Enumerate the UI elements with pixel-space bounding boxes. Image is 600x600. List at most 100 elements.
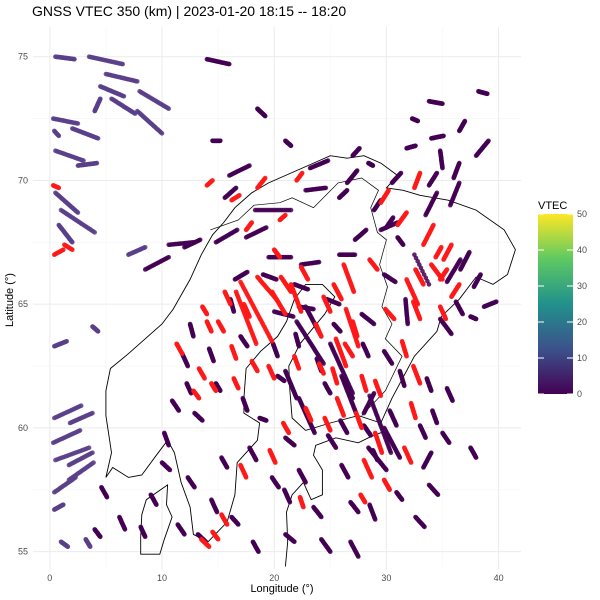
- vtec-point: [394, 423, 399, 428]
- vtec-point: [91, 460, 96, 465]
- vtec-highlight-point: [387, 487, 393, 493]
- vtec-highlight-point: [404, 353, 409, 359]
- vtec-highlight-point: [350, 353, 356, 359]
- vtec-point: [211, 358, 216, 364]
- vtec-point: [167, 467, 173, 473]
- vtec-point: [400, 242, 406, 248]
- vtec-point: [166, 254, 171, 260]
- vtec-point: [319, 514, 324, 520]
- vtec-point: [384, 467, 389, 473]
- vtec-highlight-point: [431, 222, 436, 228]
- vtec-highlight-point: [269, 339, 275, 344]
- vtec-point: [245, 344, 250, 349]
- vtec-highlight-point: [319, 334, 324, 339]
- vtec-point: [253, 457, 259, 463]
- vtec-highlight-point: [196, 395, 202, 401]
- vtec-point: [305, 287, 311, 292]
- vtec-point: [92, 230, 97, 235]
- vtec-point: [462, 118, 468, 124]
- vtec-point: [95, 329, 101, 334]
- vtec-point: [328, 549, 333, 554]
- vtec-highlight-point: [253, 341, 259, 347]
- coastline-scandinavia: [105, 155, 516, 543]
- vtec-point: [344, 430, 350, 436]
- vtec-highlight-point: [298, 309, 304, 314]
- chart-title: GNSS VTEC 350 (km) | 2023-01-20 18:15 --…: [32, 3, 346, 19]
- vtec-point: [264, 418, 269, 423]
- vtec-point: [354, 168, 360, 173]
- vtec-point: [296, 344, 302, 349]
- vtec-point: [236, 522, 241, 527]
- vtec-point: [352, 252, 358, 257]
- vtec-point: [356, 554, 361, 559]
- vtec-point: [325, 158, 331, 163]
- vtec-highlight-point: [296, 366, 302, 371]
- vtec-point: [441, 133, 446, 139]
- vtec-point: [337, 301, 342, 307]
- vtec-point: [218, 388, 223, 394]
- vtec-point: [234, 227, 240, 233]
- vtec-highlight-point: [334, 381, 340, 386]
- vtec-point: [75, 121, 81, 126]
- vtec-point: [294, 395, 299, 401]
- vtec-point: [78, 403, 84, 409]
- vtec-point: [422, 524, 427, 530]
- vtec-highlight-point: [351, 289, 357, 295]
- vtec-point: [316, 259, 322, 265]
- vtec-point: [142, 534, 148, 540]
- vtec-highlight-point: [61, 247, 66, 252]
- vtec-point: [247, 163, 252, 168]
- vtec-point: [458, 257, 463, 262]
- vtec-highlight-point: [363, 388, 369, 394]
- vtec-highlight-point: [237, 193, 242, 198]
- vtec-point: [440, 165, 445, 171]
- vtec-point: [450, 398, 455, 404]
- vtec-point: [368, 433, 374, 438]
- vtec-point: [98, 534, 103, 540]
- vtec-point: [333, 445, 339, 451]
- vtec-point: [371, 321, 377, 327]
- vtec-point: [166, 443, 171, 448]
- country-border: [210, 177, 403, 416]
- vtec-highlight-point: [179, 351, 185, 357]
- vtec-point: [176, 408, 182, 413]
- vtec-point: [77, 428, 83, 433]
- vtec-point: [245, 408, 250, 413]
- vtec-point: [256, 549, 261, 554]
- vtec-highlight-point: [277, 254, 283, 260]
- vtec-point: [214, 509, 220, 515]
- vtec-point: [457, 160, 462, 166]
- vtec-point: [292, 443, 297, 448]
- vtec-point: [94, 160, 100, 166]
- vtec-highlight-point: [378, 393, 384, 399]
- coastline-denmark: [140, 484, 173, 555]
- vtec-highlight-point: [262, 175, 268, 181]
- vtec-point: [389, 361, 395, 366]
- vtec-point: [486, 138, 491, 144]
- vtec-point: [197, 237, 203, 243]
- vtec-highlight-point: [341, 413, 347, 418]
- vtec-point: [429, 450, 434, 456]
- vtec-highlight-point: [421, 282, 426, 287]
- vtec-point: [435, 492, 441, 498]
- vtec-point: [413, 143, 418, 149]
- vtec-point: [402, 383, 407, 389]
- vtec-point: [70, 240, 75, 245]
- vtec-highlight-point: [228, 301, 233, 307]
- vtec-point: [434, 420, 440, 426]
- vtec-point: [328, 391, 333, 396]
- vtec-point: [135, 79, 140, 84]
- vtec-point: [321, 361, 326, 366]
- vtec-highlight-point: [202, 376, 207, 381]
- vtec-point: [65, 544, 71, 549]
- vtec-highlight-point: [206, 544, 212, 549]
- vtec-highlight-point: [339, 296, 344, 302]
- vtec-point: [485, 91, 490, 97]
- vtec-point: [473, 316, 479, 322]
- vtec-highlight-point: [283, 311, 288, 317]
- vtec-point: [446, 440, 452, 446]
- vtec-point: [274, 277, 279, 282]
- vtec-point: [95, 136, 101, 141]
- vtec-highlight-point: [299, 170, 305, 176]
